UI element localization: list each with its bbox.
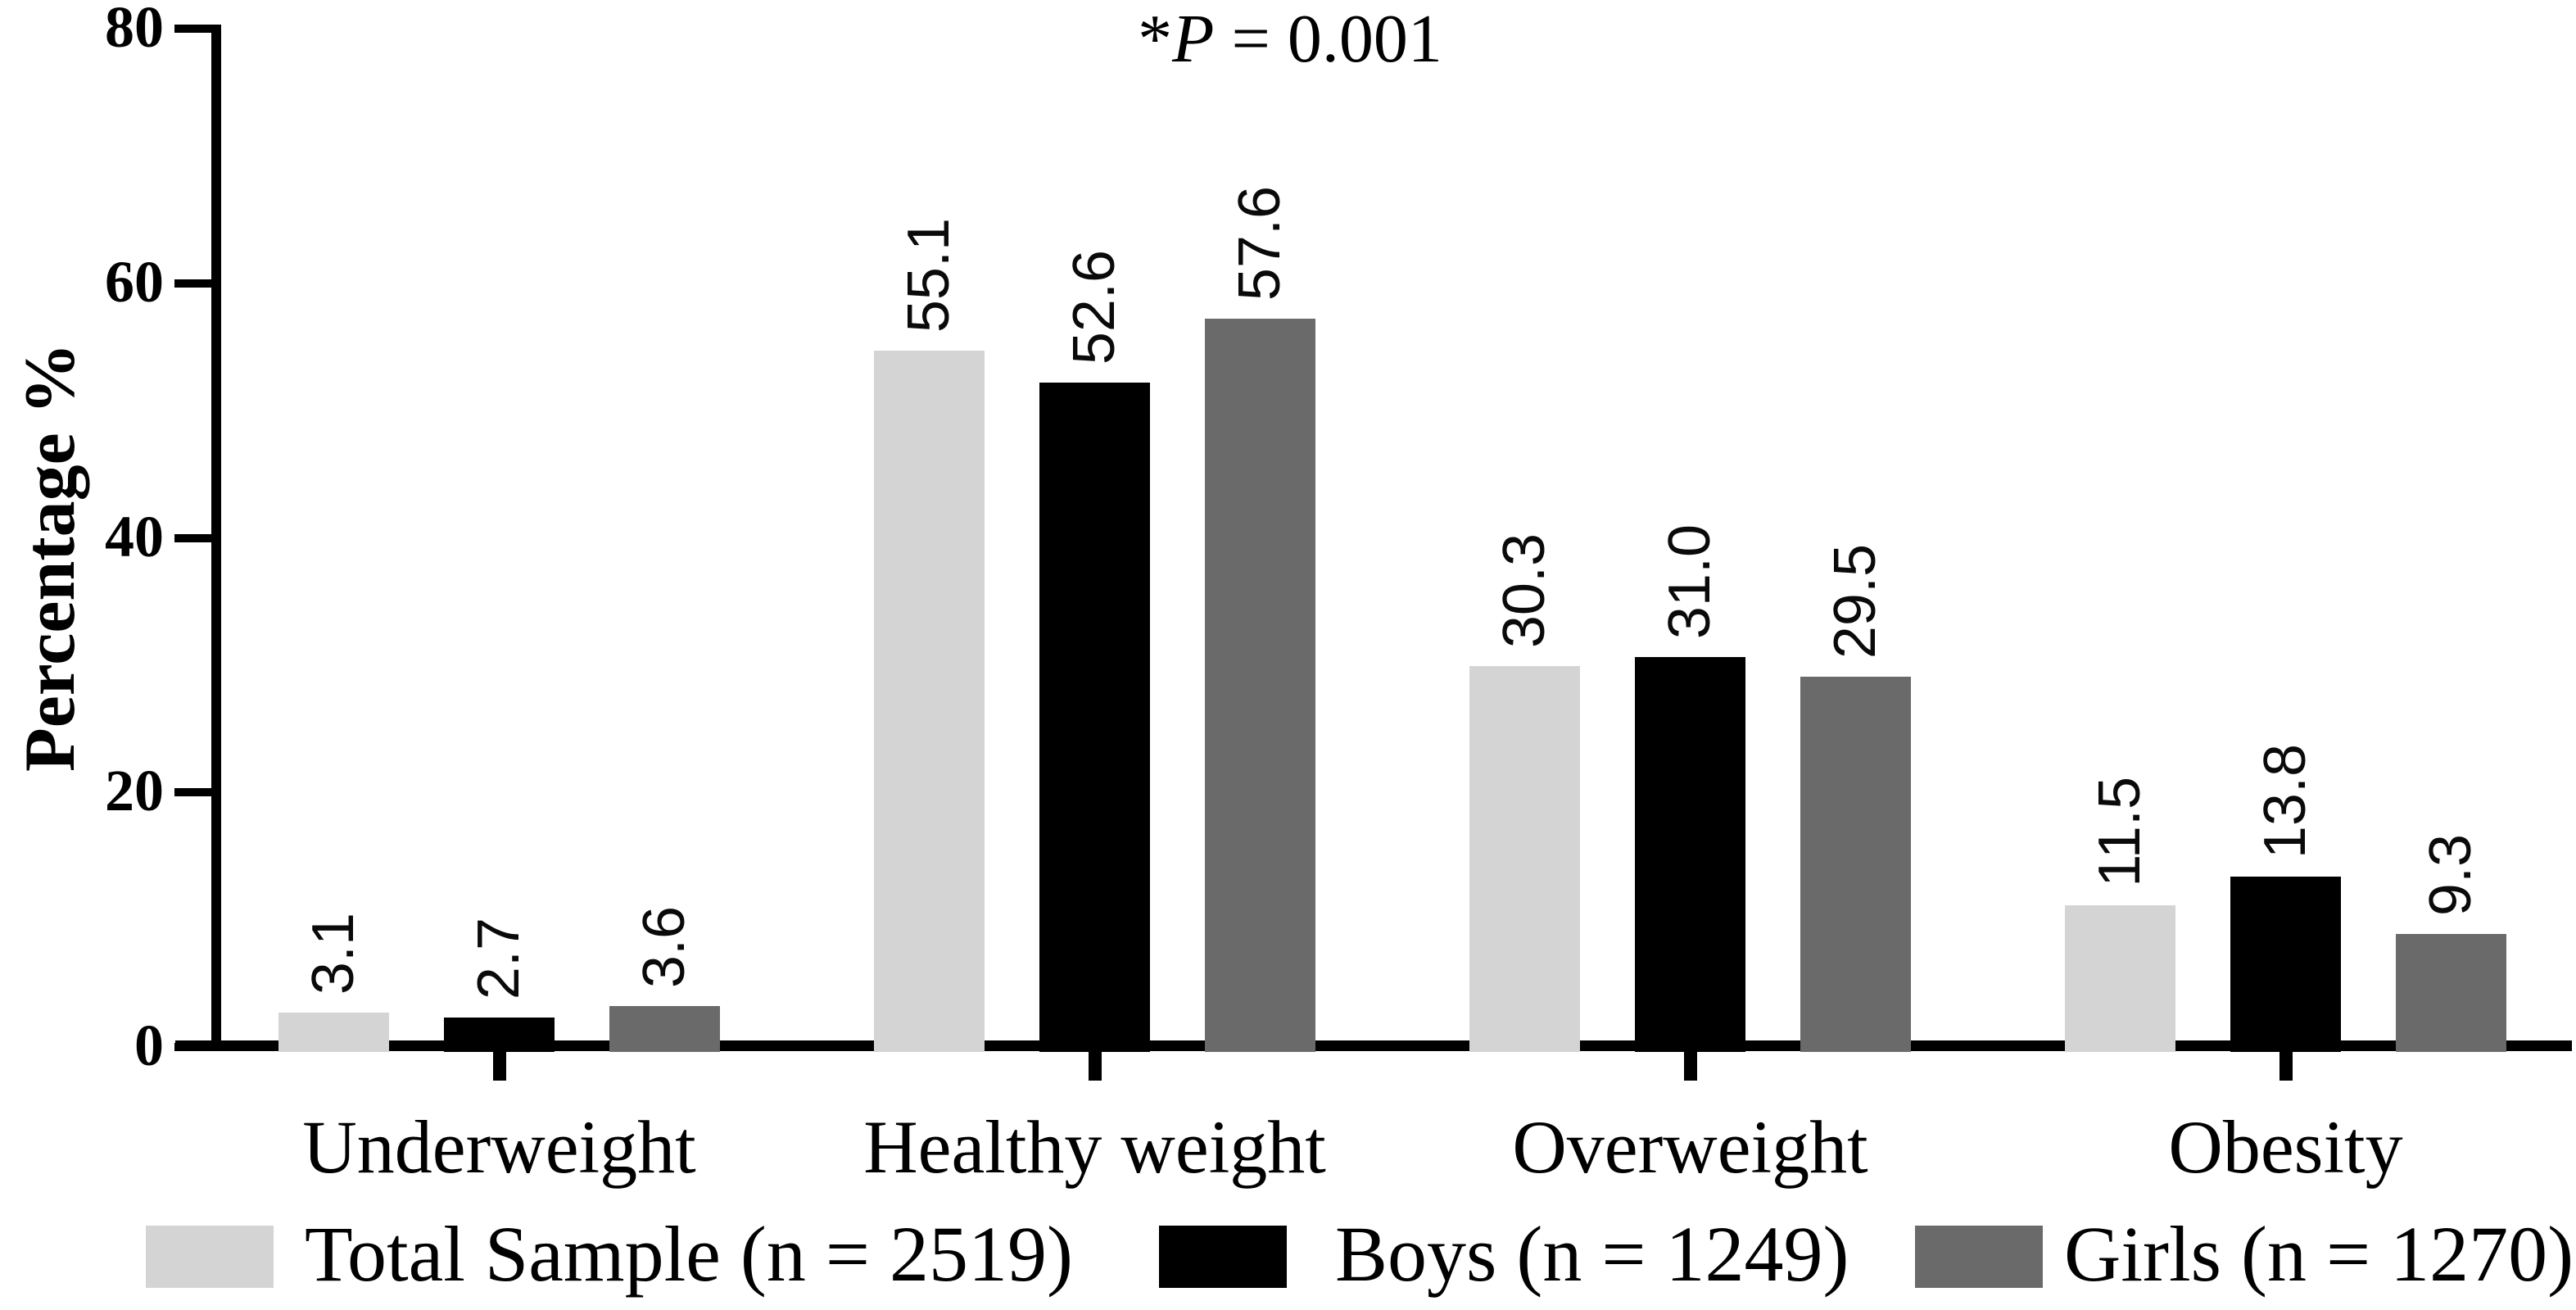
y-tick-80 [174, 25, 212, 33]
legend-label-boys-n-1249: Boys (n = 1249) [1335, 1210, 1849, 1298]
value-label-girls-n-1270-healthy-weight: 57.6 [1226, 185, 1293, 301]
x-category-label-underweight: Underweight [302, 1105, 696, 1189]
x-tick-healthy-weight [1088, 1051, 1102, 1081]
value-label-girls-n-1270-underweight: 3.6 [631, 905, 697, 988]
bar-total-sample-n-2519-underweight [278, 1013, 389, 1052]
bar-girls-n-1270-overweight [1800, 677, 1911, 1052]
x-category-label-overweight: Overweight [1512, 1105, 1868, 1189]
x-category-label-healthy-weight: Healthy weight [863, 1105, 1326, 1189]
legend-swatch-total-sample-n-2519 [146, 1226, 274, 1288]
value-label-boys-n-1249-obesity: 13.8 [2252, 743, 2318, 859]
value-label-boys-n-1249-overweight: 31.0 [1656, 524, 1723, 639]
y-tick-60 [174, 279, 212, 288]
value-label-boys-n-1249-healthy-weight: 52.6 [1061, 249, 1127, 365]
bar-total-sample-n-2519-healthy-weight [874, 351, 985, 1052]
bar-total-sample-n-2519-obesity [2065, 905, 2175, 1052]
annotation-p-symbol: P [1172, 1, 1215, 77]
x-tick-obesity [2279, 1051, 2293, 1081]
annotation-value: = 0.001 [1214, 1, 1442, 77]
value-label-total-sample-n-2519-overweight: 30.3 [1491, 533, 1557, 648]
bar-boys-n-1249-underweight [444, 1018, 555, 1052]
y-tick-label-80: 80 [105, 0, 164, 60]
x-tick-underweight [492, 1051, 506, 1081]
legend-swatch-boys-n-1249 [1159, 1226, 1287, 1288]
y-tick-label-60: 60 [105, 248, 164, 315]
value-label-total-sample-n-2519-underweight: 3.1 [300, 912, 366, 995]
annotation-star: * [1138, 1, 1173, 77]
bar-girls-n-1270-underweight [609, 1006, 720, 1052]
y-tick-0 [174, 1043, 212, 1051]
y-tick-label-0: 0 [134, 1013, 164, 1078]
y-tick-40 [174, 533, 212, 542]
chart-annotation: *P = 0.001 [901, 1, 1679, 77]
bar-total-sample-n-2519-overweight [1469, 666, 1580, 1052]
y-axis-line [211, 25, 221, 1050]
value-label-total-sample-n-2519-obesity: 11.5 [2086, 777, 2153, 887]
y-tick-label-40: 40 [105, 503, 164, 569]
value-label-girls-n-1270-overweight: 29.5 [1822, 543, 1888, 659]
bar-boys-n-1249-overweight [1635, 657, 1745, 1052]
bar-girls-n-1270-healthy-weight [1205, 319, 1315, 1052]
value-label-boys-n-1249-underweight: 2.7 [465, 917, 532, 999]
bar-girls-n-1270-obesity [2396, 934, 2506, 1052]
y-tick-20 [174, 788, 212, 797]
legend-label-girls-n-1270: Girls (n = 1270) [2064, 1210, 2574, 1298]
legend-swatch-girls-n-1270 [1915, 1226, 2043, 1288]
x-tick-overweight [1683, 1051, 1697, 1081]
value-label-girls-n-1270-obesity: 9.3 [2417, 833, 2483, 916]
bar-boys-n-1249-healthy-weight [1039, 383, 1150, 1052]
value-label-total-sample-n-2519-healthy-weight: 55.1 [895, 217, 962, 333]
bar-boys-n-1249-obesity [2230, 877, 2341, 1052]
x-category-label-obesity: Obesity [2168, 1105, 2403, 1189]
x-axis-line [175, 1040, 2572, 1051]
legend-label-total-sample-n-2519: Total Sample (n = 2519) [305, 1210, 1073, 1298]
y-tick-label-20: 20 [105, 758, 164, 824]
